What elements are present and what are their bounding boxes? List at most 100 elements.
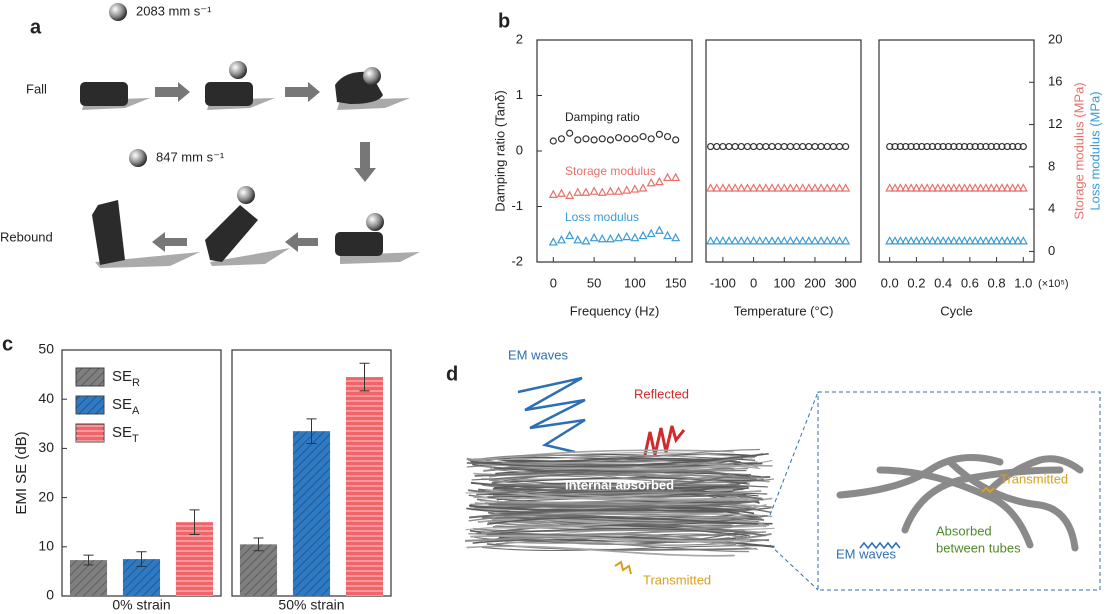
marker	[712, 236, 722, 245]
marker	[597, 233, 607, 243]
reflected-wave	[643, 425, 686, 456]
marker	[719, 142, 727, 151]
marker	[779, 183, 789, 192]
marker	[901, 236, 911, 245]
marker	[712, 183, 722, 192]
marker	[598, 135, 606, 143]
marker	[631, 135, 639, 143]
y-tick-label: -1	[511, 198, 523, 213]
marker	[933, 183, 943, 192]
marker	[970, 236, 980, 245]
marker	[730, 183, 740, 192]
marker	[965, 183, 975, 192]
marker	[810, 183, 820, 192]
y-tick-label: 1	[516, 87, 523, 102]
marker	[646, 228, 656, 238]
y2-tick-label: 20	[1048, 31, 1062, 46]
marker	[614, 232, 624, 242]
marker	[663, 230, 673, 240]
marker	[614, 186, 624, 195]
marker	[737, 142, 745, 151]
marker	[755, 183, 765, 192]
speed-label: 2083 mm s⁻¹	[136, 3, 212, 18]
x-tick-label: 0.2	[907, 275, 925, 290]
x-tick-label: 1.0	[1014, 275, 1032, 290]
marker	[713, 142, 721, 151]
marker	[923, 142, 931, 151]
marker	[981, 236, 991, 245]
marker	[706, 183, 716, 192]
y-tick-label: 30	[38, 439, 54, 455]
panel-label: a	[30, 16, 42, 38]
marker	[927, 236, 937, 245]
ball	[129, 149, 147, 167]
marker	[647, 135, 655, 143]
error-bar	[253, 537, 264, 552]
marker	[749, 142, 758, 151]
fiber	[489, 484, 768, 495]
marker	[895, 183, 905, 192]
marker	[749, 183, 759, 192]
legend-label: SEA	[112, 396, 140, 417]
x-tick-label: 100	[624, 275, 646, 290]
fiber	[494, 515, 768, 523]
bar-hatch	[69, 560, 108, 596]
x-category-label: 50% strain	[278, 597, 344, 613]
marker	[997, 236, 1007, 245]
fiber	[497, 453, 757, 463]
y-tick-label: 0	[516, 142, 523, 157]
marker	[949, 236, 959, 245]
marker	[548, 189, 558, 198]
marker	[1002, 183, 1012, 192]
marker	[718, 236, 728, 245]
marker	[896, 142, 904, 151]
transmitted-wave	[981, 486, 995, 494]
marker	[886, 142, 894, 151]
marker	[638, 183, 648, 192]
marker	[828, 236, 838, 245]
y-tick-label: 2	[516, 31, 523, 46]
marker	[835, 142, 844, 151]
marker	[960, 183, 970, 192]
fiber	[491, 473, 734, 490]
marker	[965, 236, 975, 245]
marker	[581, 236, 591, 245]
fiber-mesh	[465, 448, 775, 557]
marker	[971, 142, 979, 151]
error-bar	[306, 418, 317, 444]
marker	[938, 236, 948, 245]
marker	[785, 183, 795, 192]
reflected-label: Reflected	[634, 386, 689, 401]
marker	[891, 142, 899, 151]
marker	[654, 225, 664, 234]
marker	[998, 142, 1006, 151]
marker	[822, 236, 832, 245]
marker	[1002, 236, 1012, 245]
marker	[597, 187, 607, 196]
em-label: EM waves	[508, 347, 568, 362]
marker	[742, 236, 752, 245]
marker	[976, 236, 986, 245]
marker	[549, 137, 557, 145]
marker	[986, 183, 996, 192]
marker	[630, 232, 640, 242]
marker	[548, 237, 558, 246]
marker	[1008, 236, 1018, 245]
y2-tick-label: 4	[1048, 201, 1055, 216]
fiber	[468, 512, 749, 522]
marker	[841, 183, 851, 192]
legend-hatch	[76, 424, 104, 442]
tubes	[836, 454, 1084, 552]
marker	[761, 236, 771, 245]
marker	[655, 130, 663, 138]
marker	[835, 236, 845, 245]
absorbed-label: between tubes	[936, 540, 1021, 555]
marker	[823, 142, 831, 151]
bar-hatch	[292, 431, 331, 596]
marker	[828, 183, 838, 192]
marker	[590, 136, 598, 144]
y2-tick-label: 8	[1048, 158, 1055, 173]
y-tick-label: 10	[38, 538, 54, 554]
marker	[822, 183, 832, 192]
marker	[663, 132, 672, 141]
